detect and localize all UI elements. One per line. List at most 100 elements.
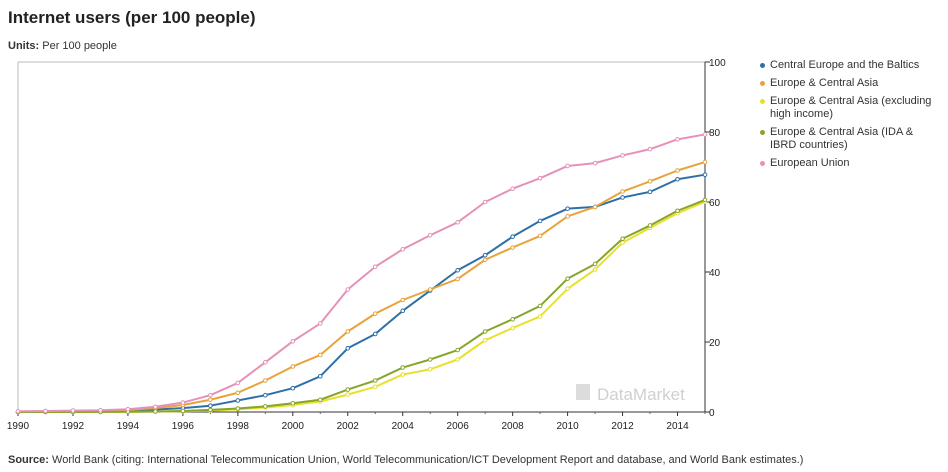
data-point-0 [537,218,543,224]
data-point-2 [427,367,433,372]
legend-label: European Union [770,157,850,169]
data-point-1 [208,397,213,403]
data-point-3 [263,404,268,409]
data-point-0 [208,403,213,409]
data-point-4 [125,406,131,412]
legend-swatch [760,161,765,166]
source-line: Source: World Bank (citing: Internationa… [8,454,803,466]
data-point-4 [537,175,543,181]
data-point-2 [372,384,378,390]
data-point-4 [15,409,21,414]
data-point-1 [317,352,323,358]
x-tick-label: 2012 [611,421,634,432]
series-line-3 [18,198,706,413]
y-tick-label: 0 [709,408,715,419]
watermark-text: DataMarket [597,385,685,404]
data-point-4 [647,146,653,152]
data-point-3 [482,329,488,334]
legend-item-3[interactable]: Europe & Central Asia (IDA & IBRD countr… [760,126,942,152]
data-point-2 [482,337,488,343]
data-point-4 [290,339,296,344]
x-tick-label: 2000 [282,421,305,432]
source-text: World Bank (citing: International Teleco… [52,454,804,466]
data-point-4 [153,404,158,410]
x-tick-label: 1996 [172,421,195,432]
data-point-3 [180,408,186,414]
y-tick-label: 40 [709,268,721,279]
data-point-0 [372,331,378,337]
data-point-4 [372,264,378,270]
data-point-0 [455,267,460,273]
data-point-4 [482,199,488,205]
legend-swatch [760,99,765,104]
chart-legend: Central Europe and the Baltics Europe & C… [760,59,942,175]
data-point-2 [592,267,598,272]
data-point-1 [592,204,598,210]
data-point-1 [565,214,570,219]
data-point-1 [675,168,680,173]
data-point-3 [427,357,433,362]
data-point-3 [400,365,406,370]
x-tick-label: 2006 [447,421,470,432]
data-point-4 [455,220,460,225]
data-point-1 [235,390,241,396]
data-point-0 [675,176,680,182]
data-point-2 [455,357,460,362]
data-point-4 [565,163,570,169]
data-point-4 [400,246,406,252]
data-point-4 [263,360,268,365]
data-point-0 [565,206,570,211]
data-point-2 [537,314,543,319]
data-point-4 [510,186,515,191]
watermark-icon [576,384,590,400]
data-point-0 [702,172,708,177]
legend-item-4[interactable]: European Union [760,157,942,170]
x-tick-label: 2002 [337,421,360,432]
x-tick-label: 2004 [392,421,415,432]
plot-frame [17,61,706,413]
data-point-3 [455,347,460,353]
legend-swatch [760,63,765,68]
units-value: Per 100 people [42,40,117,52]
data-point-3 [153,409,158,414]
legend-item-2[interactable]: Europe & Central Asia (excluding high in… [760,95,942,121]
legend-label: Europe & Central Asia (excluding high in… [770,95,932,120]
units-line: Units: Per 100 people [8,40,117,52]
x-tick-label: 1990 [7,421,30,432]
data-point-0 [482,252,488,258]
data-point-2 [345,392,351,397]
data-point-0 [510,234,515,239]
data-point-0 [620,195,625,200]
data-point-3 [647,223,653,228]
data-point-4 [675,137,680,142]
data-point-3 [592,261,598,267]
data-point-2 [400,372,406,377]
data-point-4 [70,408,76,413]
data-point-3 [537,303,543,309]
series-line-4 [17,133,706,413]
data-point-0 [345,346,351,351]
x-tick-label: 1994 [117,421,140,432]
legend-item-0[interactable]: Central Europe and the Baltics [760,59,942,72]
data-point-0 [400,308,406,314]
data-point-0 [235,398,241,403]
series-line-2 [18,200,706,413]
data-point-0 [290,385,296,391]
legend-item-1[interactable]: Europe & Central Asia [760,77,942,90]
units-label: Units: [8,40,40,52]
legend-swatch [760,81,765,86]
data-point-1 [400,297,406,303]
data-point-3 [702,197,708,203]
data-point-1 [372,311,378,316]
x-tick-label: 1998 [227,421,250,432]
data-point-4 [317,321,323,326]
series-line-0 [17,173,706,413]
data-point-2 [620,240,625,245]
data-point-4 [702,132,708,137]
x-tick-label: 1992 [62,421,85,432]
data-point-2 [565,286,570,292]
legend-label: Europe & Central Asia [770,77,879,89]
data-point-4 [620,153,625,158]
data-point-3 [235,406,241,411]
